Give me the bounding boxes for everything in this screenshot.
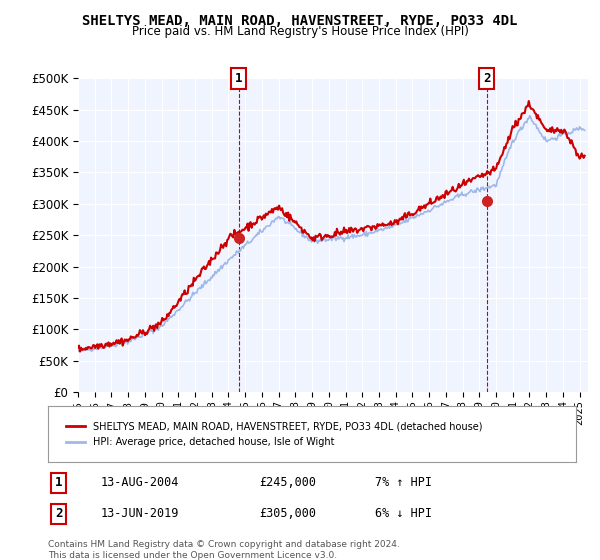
- Text: 2: 2: [483, 72, 491, 85]
- Text: 1: 1: [235, 72, 242, 85]
- Text: 1: 1: [55, 477, 62, 489]
- Text: SHELTYS MEAD, MAIN ROAD, HAVENSTREET, RYDE, PO33 4DL: SHELTYS MEAD, MAIN ROAD, HAVENSTREET, RY…: [82, 14, 518, 28]
- Text: £305,000: £305,000: [259, 507, 316, 520]
- Legend: SHELTYS MEAD, MAIN ROAD, HAVENSTREET, RYDE, PO33 4DL (detached house), HPI: Aver: SHELTYS MEAD, MAIN ROAD, HAVENSTREET, RY…: [58, 413, 490, 455]
- Text: 7% ↑ HPI: 7% ↑ HPI: [376, 477, 433, 489]
- Text: Price paid vs. HM Land Registry's House Price Index (HPI): Price paid vs. HM Land Registry's House …: [131, 25, 469, 38]
- Text: 6% ↓ HPI: 6% ↓ HPI: [376, 507, 433, 520]
- Text: 13-JUN-2019: 13-JUN-2019: [101, 507, 179, 520]
- Text: £245,000: £245,000: [259, 477, 316, 489]
- Text: Contains HM Land Registry data © Crown copyright and database right 2024.
This d: Contains HM Land Registry data © Crown c…: [48, 540, 400, 560]
- Text: 13-AUG-2004: 13-AUG-2004: [101, 477, 179, 489]
- Text: 2: 2: [55, 507, 62, 520]
